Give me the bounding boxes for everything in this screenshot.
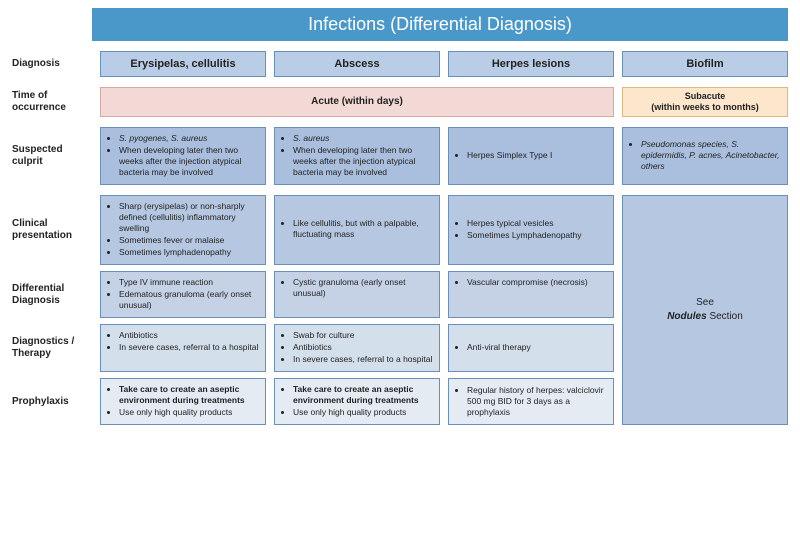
time-subacute: Subacute (within weeks to months) bbox=[622, 87, 788, 117]
biofilm-note-em: Nodules bbox=[667, 311, 706, 322]
proph-c3: Regular history of herpes: valciclovir 5… bbox=[448, 378, 614, 425]
diffdx-c2: Cystic granuloma (early onset unusual) bbox=[274, 271, 440, 318]
list-item: Sometimes lymphadenopathy bbox=[119, 247, 259, 258]
list-item: Regular history of herpes: valciclovir 5… bbox=[467, 385, 607, 418]
list-item: Swab for culture bbox=[293, 330, 433, 341]
row-label-diagnosis: Diagnosis bbox=[12, 51, 92, 77]
list-item: Cystic granuloma (early onset unusual) bbox=[293, 277, 433, 299]
list-item: Antibiotics bbox=[119, 330, 259, 341]
clinical-c3: Herpes typical vesiclesSometimes Lymphad… bbox=[448, 195, 614, 265]
title-bar: Infections (Differential Diagnosis) bbox=[92, 8, 788, 41]
row-label-culprit: Suspected culprit bbox=[12, 127, 92, 185]
biofilm-see-nodules: See Nodules Section bbox=[622, 195, 788, 426]
therapy-c2: Swab for cultureAntibioticsIn severe cas… bbox=[274, 324, 440, 372]
therapy-c1: AntibioticsIn severe cases, referral to … bbox=[100, 324, 266, 372]
diffdx-c1: Type IV immune reactionEdematous granulo… bbox=[100, 271, 266, 318]
list-item: Pseudomonas species, S. epidermidis, P. … bbox=[641, 139, 781, 172]
row-label-therapy: Diagnostics / Therapy bbox=[12, 324, 92, 372]
biofilm-note-pre: See bbox=[696, 297, 714, 308]
diagnosis-grid: Diagnosis Erysipelas, cellulitis Abscess… bbox=[12, 51, 788, 425]
list-item: In severe cases, referral to a hospital bbox=[119, 342, 259, 353]
culprit-c1: S. pyogenes, S. aureusWhen developing la… bbox=[100, 127, 266, 185]
list-item: S. aureus bbox=[293, 133, 433, 144]
list-item: Sharp (erysipelas) or non-sharply define… bbox=[119, 201, 259, 234]
list-item: Sometimes Lymphadenopathy bbox=[467, 230, 607, 241]
list-item: Use only high quality products bbox=[293, 407, 433, 418]
col-header-erysipelas: Erysipelas, cellulitis bbox=[100, 51, 266, 77]
culprit-c4: Pseudomonas species, S. epidermidis, P. … bbox=[622, 127, 788, 185]
row-label-diffdx: Differential Diagnosis bbox=[12, 271, 92, 318]
list-item: When developing later then two weeks aft… bbox=[119, 145, 259, 178]
row-label-time: Time of occurrence bbox=[12, 87, 92, 117]
proph-c2: Take care to create an aseptic environme… bbox=[274, 378, 440, 425]
list-item: When developing later then two weeks aft… bbox=[293, 145, 433, 178]
row-label-clinical: Clinical presentation bbox=[12, 195, 92, 265]
clinical-c1: Sharp (erysipelas) or non-sharply define… bbox=[100, 195, 266, 265]
culprit-c2: S. aureusWhen developing later then two … bbox=[274, 127, 440, 185]
col-header-herpes: Herpes lesions bbox=[448, 51, 614, 77]
clinical-c2: Like cellulitis, but with a palpable, fl… bbox=[274, 195, 440, 265]
list-item: Sometimes fever or malaise bbox=[119, 235, 259, 246]
list-item: Anti-viral therapy bbox=[467, 342, 607, 353]
col-header-biofilm: Biofilm bbox=[622, 51, 788, 77]
list-item: Use only high quality products bbox=[119, 407, 259, 418]
list-item: Herpes Simplex Type I bbox=[467, 150, 607, 161]
therapy-c3: Anti-viral therapy bbox=[448, 324, 614, 372]
col-header-abscess: Abscess bbox=[274, 51, 440, 77]
culprit-c3: Herpes Simplex Type I bbox=[448, 127, 614, 185]
time-acute: Acute (within days) bbox=[100, 87, 614, 117]
list-item: S. pyogenes, S. aureus bbox=[119, 133, 259, 144]
list-item: Vascular compromise (necrosis) bbox=[467, 277, 607, 288]
time-subacute-line2: (within weeks to months) bbox=[651, 102, 759, 113]
list-item: Take care to create an aseptic environme… bbox=[119, 384, 259, 406]
list-item: Type IV immune reaction bbox=[119, 277, 259, 288]
list-item: Antibiotics bbox=[293, 342, 433, 353]
proph-c1: Take care to create an aseptic environme… bbox=[100, 378, 266, 425]
list-item: Herpes typical vesicles bbox=[467, 218, 607, 229]
list-item: Take care to create an aseptic environme… bbox=[293, 384, 433, 406]
diffdx-c3: Vascular compromise (necrosis) bbox=[448, 271, 614, 318]
list-item: In severe cases, referral to a hospital bbox=[293, 354, 433, 365]
time-subacute-line1: Subacute bbox=[685, 91, 726, 102]
list-item: Edematous granuloma (early onset unusual… bbox=[119, 289, 259, 311]
row-label-proph: Prophylaxis bbox=[12, 378, 92, 425]
biofilm-note-post: Section bbox=[709, 311, 742, 322]
list-item: Like cellulitis, but with a palpable, fl… bbox=[293, 218, 433, 240]
